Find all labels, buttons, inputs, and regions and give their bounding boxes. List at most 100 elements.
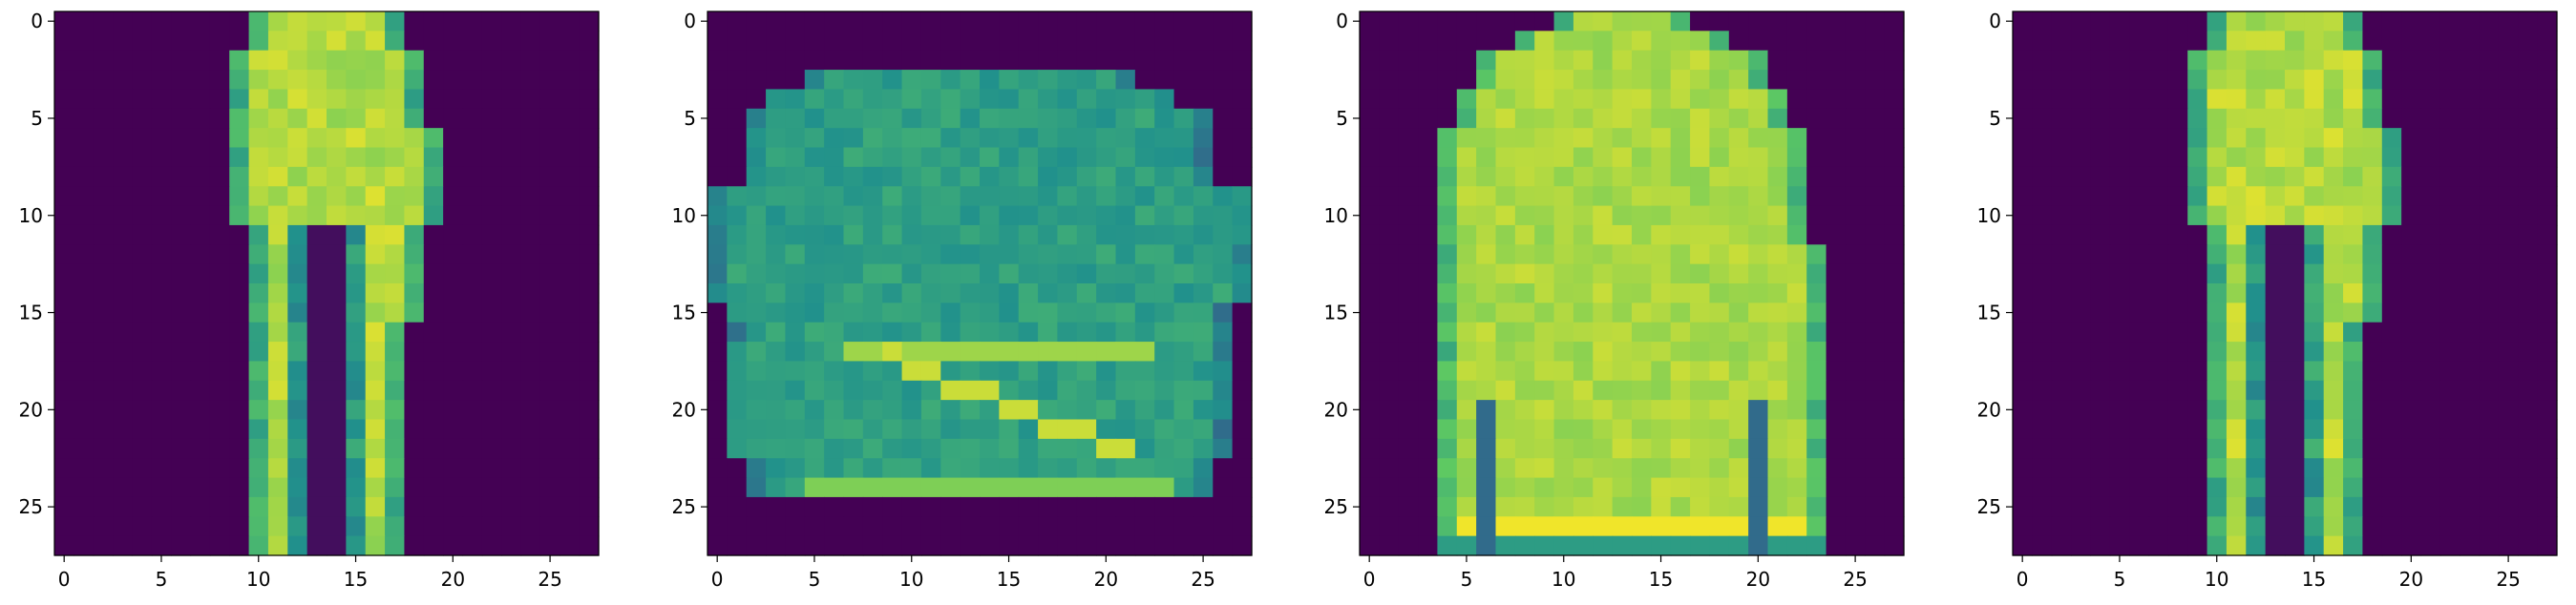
heatmap-cell — [2246, 496, 2267, 517]
heatmap-cell — [2246, 361, 2267, 382]
heatmap-cell — [2051, 322, 2072, 343]
heatmap-cell — [443, 70, 464, 91]
heatmap-cell — [1456, 89, 1477, 110]
heatmap-cell — [423, 50, 444, 71]
heatmap-cell — [229, 400, 250, 421]
heatmap-cell — [1534, 302, 1555, 323]
heatmap-cell — [423, 419, 444, 440]
heatmap-cell — [1690, 70, 1711, 91]
heatmap-cell — [1213, 438, 1234, 459]
heatmap-cell — [1057, 361, 1078, 382]
heatmap-cell — [579, 322, 600, 343]
heatmap-cell — [2265, 496, 2286, 517]
heatmap-cell — [1514, 322, 1535, 343]
heatmap-cell — [2206, 108, 2228, 129]
heatmap-cell — [2187, 128, 2208, 149]
heatmap-cell — [727, 70, 748, 91]
heatmap-cell — [1398, 31, 1419, 52]
heatmap-cell — [707, 263, 728, 284]
heatmap-cell — [2460, 11, 2481, 31]
heatmap-cell — [1456, 108, 1477, 129]
heatmap-cell — [2518, 361, 2539, 382]
heatmap-cell — [727, 380, 748, 401]
heatmap-cell — [1826, 496, 1847, 517]
heatmap-cell — [2362, 166, 2383, 187]
heatmap-cell — [1115, 380, 1136, 401]
heatmap-cell — [579, 342, 600, 363]
heatmap-cell — [2285, 50, 2305, 71]
heatmap-cell — [766, 166, 787, 187]
heatmap-cell — [2498, 50, 2519, 71]
heatmap-cell — [1456, 516, 1477, 537]
heatmap-cell — [171, 400, 192, 421]
heatmap-cell — [287, 535, 308, 556]
heatmap-cell — [824, 438, 845, 459]
heatmap-cell — [1193, 128, 1214, 149]
heatmap-cell — [481, 496, 502, 517]
heatmap-cell — [2362, 70, 2383, 91]
heatmap-cell — [327, 458, 347, 479]
heatmap-cell — [862, 11, 883, 31]
x-tick-label: 5 — [156, 568, 168, 591]
heatmap-cell — [1573, 186, 1594, 207]
heatmap-cell — [1096, 263, 1117, 284]
heatmap-cell — [306, 205, 327, 226]
heatmap-cell — [1670, 70, 1691, 91]
heatmap-cell — [940, 31, 961, 52]
heatmap-cell — [1865, 477, 1886, 498]
heatmap-cell — [2071, 322, 2092, 343]
heatmap-cell — [1134, 477, 1155, 498]
heatmap-cell — [1748, 342, 1769, 363]
heatmap-cell — [2381, 205, 2402, 226]
heatmap-cell — [2479, 342, 2500, 363]
heatmap-cell — [2071, 244, 2092, 265]
heatmap-cell — [1115, 458, 1136, 479]
heatmap-cell — [1709, 400, 1730, 421]
heatmap-cell — [1748, 322, 1769, 343]
heatmap-cell — [2187, 380, 2208, 401]
heatmap-cell — [190, 458, 211, 479]
heatmap-cell — [2148, 147, 2169, 168]
heatmap-cell — [2109, 128, 2130, 149]
heatmap-cell — [481, 70, 502, 91]
heatmap-cell — [579, 224, 600, 245]
heatmap-cell — [346, 361, 367, 382]
heatmap-cell — [151, 224, 172, 245]
heatmap-cell — [1076, 31, 1097, 52]
heatmap-cell — [901, 186, 922, 207]
heatmap-cell — [2246, 283, 2267, 303]
heatmap-cell — [1651, 224, 1672, 245]
heatmap-cell — [882, 263, 903, 284]
heatmap-cell — [74, 302, 95, 323]
heatmap-cell — [346, 458, 367, 479]
heatmap-cell — [560, 128, 581, 149]
heatmap-cell — [443, 263, 464, 284]
heatmap-cell — [481, 516, 502, 537]
heatmap-cell — [1826, 322, 1847, 343]
heatmap-cell — [171, 322, 192, 343]
heatmap-cell — [1154, 11, 1175, 31]
heatmap-cell — [2246, 108, 2267, 129]
heatmap-cell — [766, 89, 787, 110]
heatmap-cell — [520, 70, 541, 91]
heatmap-cell — [2401, 205, 2422, 226]
heatmap-cell — [1651, 50, 1672, 71]
heatmap-cell — [804, 244, 825, 265]
heatmap-cell — [2109, 186, 2130, 207]
heatmap-cell — [54, 458, 74, 479]
heatmap-cell — [1534, 438, 1555, 459]
heatmap-cell — [2246, 128, 2267, 149]
heatmap-cell — [520, 50, 541, 71]
heatmap-cell — [560, 361, 581, 382]
heatmap-cell — [1456, 70, 1477, 91]
heatmap-cell — [2537, 263, 2558, 284]
heatmap-cell — [501, 361, 522, 382]
heatmap-cell — [1865, 535, 1886, 556]
heatmap-cell — [1806, 458, 1827, 479]
heatmap-cell — [346, 186, 367, 207]
heatmap-cell — [804, 380, 825, 401]
heatmap-cell — [2460, 89, 2481, 110]
heatmap-cell — [74, 263, 95, 284]
heatmap-cell — [1232, 458, 1253, 479]
heatmap-cell — [1154, 263, 1175, 284]
